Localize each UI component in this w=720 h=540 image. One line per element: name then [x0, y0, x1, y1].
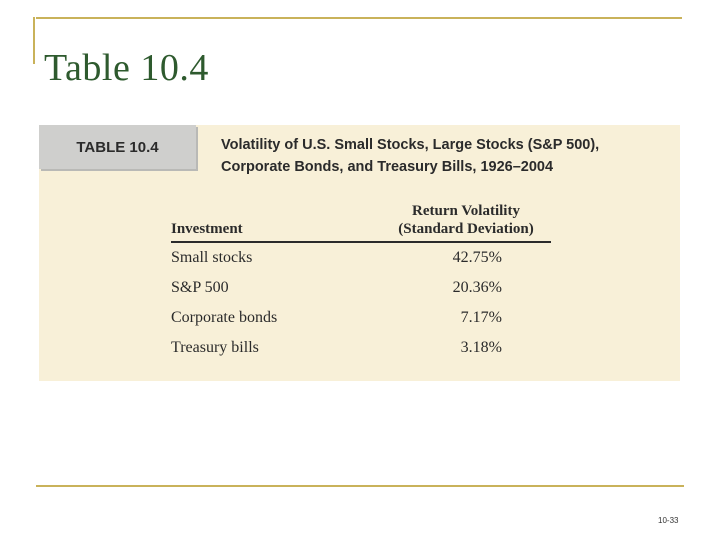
row-investment: Small stocks [171, 249, 253, 266]
table-row: S&P 500 20.36% [171, 273, 551, 303]
caption-line-2: Corporate Bonds, and Treasury Bills, 192… [221, 159, 554, 175]
volatility-table: Investment Return Volatility (Standard D… [171, 202, 551, 363]
row-volatility: 20.36% [452, 279, 502, 296]
table-header: Investment Return Volatility (Standard D… [171, 202, 551, 243]
frame-bottom-line [36, 485, 684, 487]
table-row: Small stocks 42.75% [171, 243, 551, 273]
header-return-volatility: Return Volatility (Standard Deviation) [381, 202, 551, 238]
page-number: 10-33 [658, 516, 679, 525]
row-volatility: 42.75% [452, 249, 502, 266]
header-investment: Investment [171, 221, 243, 237]
slide-title: Table 10.4 [44, 47, 209, 89]
row-investment: Treasury bills [171, 339, 259, 356]
frame-top-line [36, 17, 682, 19]
table-tag-label: TABLE 10.4 [76, 138, 159, 156]
table-panel: TABLE 10.4 Volatility of U.S. Small Stoc… [39, 125, 680, 381]
table-row: Treasury bills 3.18% [171, 333, 551, 363]
frame-left-line [33, 17, 35, 64]
caption-line-1: Volatility of U.S. Small Stocks, Large S… [221, 137, 600, 153]
row-investment: Corporate bonds [171, 309, 278, 326]
row-volatility: 7.17% [460, 309, 502, 326]
header-volatility-line-2: (Standard Deviation) [398, 221, 534, 237]
table-caption: Volatility of U.S. Small Stocks, Large S… [221, 134, 671, 178]
row-volatility: 3.18% [460, 339, 502, 356]
row-investment: S&P 500 [171, 279, 229, 296]
header-volatility-line-1: Return Volatility [412, 203, 520, 219]
table-tag: TABLE 10.4 [39, 125, 196, 169]
table-row: Corporate bonds 7.17% [171, 303, 551, 333]
